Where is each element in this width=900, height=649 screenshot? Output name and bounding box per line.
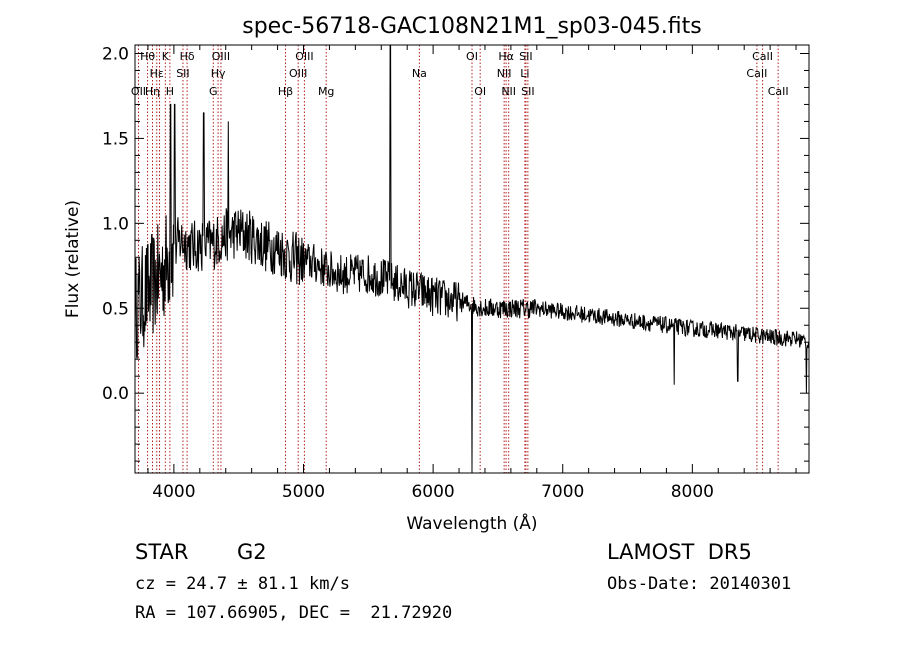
spectral-line-label: CaII bbox=[768, 85, 789, 98]
observation-date: Obs-Date: 20140301 bbox=[607, 574, 792, 594]
object-subclass: G2 bbox=[237, 540, 267, 564]
x-tick-label: 6000 bbox=[411, 482, 454, 502]
survey-name: LAMOST DR5 bbox=[607, 540, 752, 564]
spectral-line-label: OIII bbox=[212, 50, 230, 63]
spectral-line-label: Hα bbox=[498, 50, 514, 63]
spectral-line-label: Hγ bbox=[211, 67, 226, 80]
y-tick-label: 0.5 bbox=[102, 299, 129, 319]
coordinates-readout: RA = 107.66905, DEC = 21.72920 bbox=[135, 603, 453, 623]
y-tick-label: 0.0 bbox=[102, 384, 129, 404]
spectral-line-label: Hδ bbox=[180, 50, 195, 63]
spectral-line-label: Na bbox=[412, 67, 427, 80]
y-tick-label: 1.5 bbox=[102, 129, 129, 149]
y-axis: 0.0 0.5 1.0 1.5 2.0 bbox=[102, 44, 809, 462]
chart-title: spec-56718-GAC108N21M1_sp03-045.fits bbox=[242, 14, 702, 39]
x-tick-label: 7000 bbox=[541, 482, 584, 502]
plot-frame bbox=[134, 44, 810, 474]
spectral-line-label: Hη bbox=[145, 85, 160, 98]
x-tick-label: 5000 bbox=[282, 482, 325, 502]
y-axis-label: Flux (relative) bbox=[63, 200, 83, 318]
spectral-line-label: Hθ bbox=[140, 50, 155, 63]
y-tick-label: 2.0 bbox=[102, 44, 129, 64]
spectral-line-labels: OIIHθHηHεKHSIIHδGHγOIIIHβOIIIOIIIMgNaOIO… bbox=[131, 50, 789, 98]
spectral-line-markers bbox=[137, 45, 779, 473]
spectral-line-label: K bbox=[162, 50, 170, 63]
spectral-line-label: NII bbox=[497, 67, 512, 80]
x-axis-label: Wavelength (Å) bbox=[406, 512, 537, 534]
spectral-line-label: NII bbox=[501, 85, 516, 98]
spectral-line-label: Mg bbox=[318, 85, 334, 98]
x-tick-label: 4000 bbox=[152, 482, 195, 502]
y-tick-label: 1.0 bbox=[102, 214, 129, 234]
velocity-readout: cz = 24.7 ± 81.1 km/s bbox=[135, 574, 350, 594]
spectral-line-label: CaII bbox=[746, 67, 767, 80]
spectral-line-label: Hε bbox=[150, 67, 164, 80]
spectral-line-label: OII bbox=[131, 85, 146, 98]
spectral-line-label: SII bbox=[521, 85, 534, 98]
spectral-line-label: OI bbox=[474, 85, 486, 98]
x-tick-label: 8000 bbox=[671, 482, 714, 502]
object-class: STAR bbox=[135, 540, 189, 564]
spectral-line-label: H bbox=[166, 85, 174, 98]
spectral-line-label: OI bbox=[466, 50, 478, 63]
x-axis: 4000 5000 6000 7000 8000 bbox=[147, 45, 797, 502]
spectral-line-label: SII bbox=[176, 67, 189, 80]
spectral-line-label: G bbox=[209, 85, 218, 98]
spectral-line-label: OIII bbox=[289, 67, 307, 80]
spectral-line-label: SII bbox=[519, 50, 532, 63]
spectral-line-label: Li bbox=[520, 67, 529, 80]
spectral-line-label: Hβ bbox=[278, 85, 293, 98]
spectral-line-label: OIII bbox=[295, 50, 313, 63]
spectral-line-label: CaII bbox=[752, 50, 773, 63]
